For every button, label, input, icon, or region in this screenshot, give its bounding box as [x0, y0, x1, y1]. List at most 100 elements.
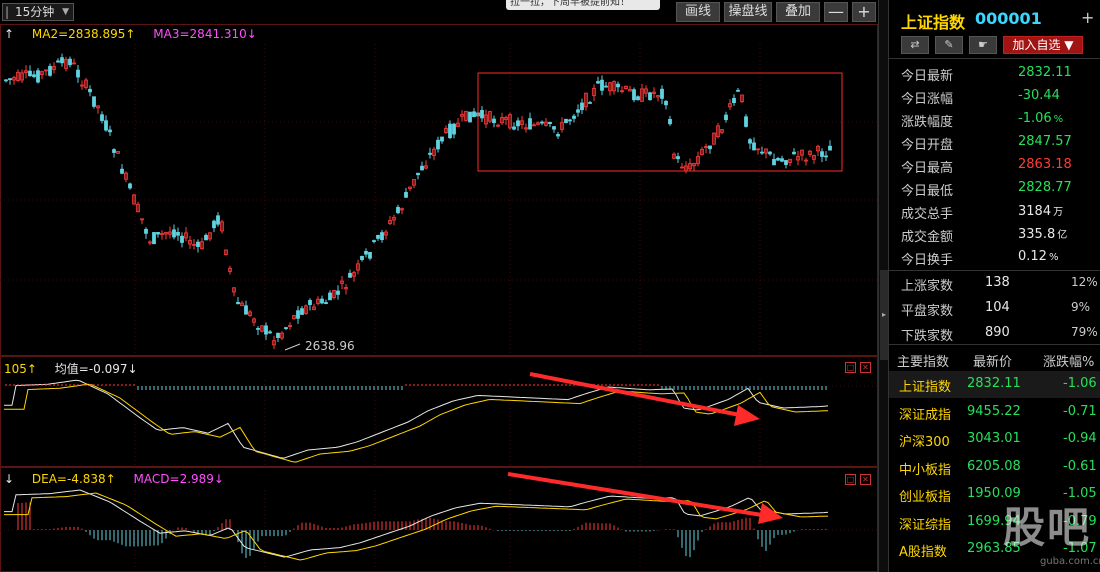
candle	[96, 105, 100, 114]
switch-button[interactable]: ⇄	[901, 36, 929, 54]
quote-row: 今日最高 2863.18	[889, 153, 1100, 176]
breadth-count: 104	[985, 300, 1010, 315]
index-row[interactable]: 深证综指 1699.94 -0.79	[889, 509, 1100, 536]
candle	[340, 275, 344, 290]
candle	[192, 239, 196, 250]
panel-splitter[interactable]: ▸	[878, 0, 888, 572]
chart-area[interactable]: | 15分钟 ▼ 拉一拉，下周早被提前知！ 画线 操盘线 叠加 — + ↑ MA…	[0, 0, 878, 572]
candle	[820, 148, 824, 163]
candle	[180, 232, 184, 248]
candle	[784, 159, 788, 169]
col-price: 最新价	[973, 355, 1013, 370]
index-row-name: 上证指数	[899, 380, 952, 395]
index-row[interactable]: 沪深300 3043.01 -0.94	[889, 426, 1100, 453]
candle	[392, 214, 396, 226]
add-watchlist-button[interactable]: 加入自选 ▼	[1003, 36, 1083, 54]
candle	[128, 182, 132, 190]
candle	[488, 110, 492, 124]
candle	[708, 145, 712, 154]
quote-value: -1.06%	[1018, 111, 1064, 126]
candle	[348, 269, 352, 278]
candle	[756, 148, 760, 155]
candle	[796, 150, 800, 166]
legend-ma2: MA2=2838.895↑	[31, 27, 136, 41]
zoom-out-button[interactable]: —	[824, 2, 848, 22]
index-row-price: 3043.01	[967, 431, 1021, 446]
candle	[236, 296, 240, 305]
macd-dea-line	[4, 492, 829, 561]
price-chart[interactable]: 2638.96	[0, 0, 878, 572]
expand-icon[interactable]: +	[1081, 8, 1095, 27]
hand-button[interactable]: ☛	[969, 36, 997, 54]
candle	[52, 62, 56, 74]
trade-line-button[interactable]: 操盘线	[724, 2, 772, 22]
index-row-price: 1950.09	[967, 486, 1021, 501]
candle	[276, 332, 280, 342]
candle	[604, 82, 608, 88]
candle	[272, 335, 276, 350]
indicator1-avg: 均值=-0.097↓	[54, 362, 138, 376]
candle	[456, 118, 460, 128]
quote-row: 今日涨幅 -30.44	[889, 84, 1100, 107]
index-row[interactable]: 创业板指 1950.09 -1.05	[889, 481, 1100, 508]
legend-arrow: ↑	[4, 27, 15, 41]
draw-line-button[interactable]: 画线	[676, 2, 720, 22]
quote-row: 今日开盘 2847.57	[889, 130, 1100, 153]
candle	[748, 138, 752, 150]
zoom-in-button[interactable]: +	[852, 2, 876, 22]
candle	[612, 80, 616, 95]
period-select[interactable]: | 15分钟 ▼	[2, 3, 74, 21]
panel2-close-icon[interactable]: ✕	[860, 474, 871, 485]
candle	[792, 148, 796, 155]
indicator1-line-white	[4, 379, 829, 459]
candle	[268, 329, 272, 334]
breadth-row: 上涨家数 138 12%	[889, 270, 1100, 295]
index-row-name: 创业板指	[899, 490, 952, 505]
candle	[776, 156, 780, 162]
panel1-restore-icon[interactable]: □	[845, 362, 856, 373]
tip-bubble[interactable]: 拉一拉，下周早被提前知！	[506, 0, 660, 10]
panel2-restore-icon[interactable]: □	[845, 474, 856, 485]
candle	[824, 151, 828, 162]
candle	[544, 118, 548, 127]
index-row[interactable]: 上证指数 2832.11 -1.06	[889, 371, 1100, 398]
legend-ma3: MA3=2841.310↓	[153, 27, 257, 41]
macd-dif-line	[4, 489, 829, 558]
candle	[116, 151, 120, 154]
candle	[412, 179, 416, 189]
candle	[24, 65, 28, 79]
candle	[616, 81, 620, 93]
candle	[304, 304, 308, 315]
candle	[316, 296, 320, 306]
quote-value: 335.8 亿	[1018, 227, 1068, 242]
candle	[144, 227, 148, 239]
candle	[32, 70, 36, 79]
collapse-handle-icon[interactable]: ▸	[880, 270, 888, 360]
quote-row: 今日换手 0.12%	[889, 245, 1100, 268]
candle	[60, 53, 64, 67]
candle	[88, 85, 92, 97]
candle	[132, 193, 136, 205]
candle	[368, 251, 372, 261]
candle	[224, 249, 228, 256]
index-row[interactable]: A股指数 2963.85 -1.07	[889, 536, 1100, 563]
candle	[496, 123, 500, 128]
panel1-close-icon[interactable]: ✕	[860, 362, 871, 373]
candle	[640, 83, 644, 102]
candle	[220, 219, 224, 234]
candle	[100, 111, 104, 124]
candle	[592, 84, 596, 101]
candle	[596, 76, 600, 84]
quote-row: 涨跌幅度 -1.06%	[889, 107, 1100, 130]
candle	[580, 98, 584, 114]
candle	[652, 87, 656, 99]
candle	[124, 171, 128, 183]
index-row-price: 2963.85	[967, 541, 1021, 556]
quote-row: 今日最新 2832.11	[889, 61, 1100, 84]
breadth-row: 下跌家数 890 79%	[889, 320, 1100, 345]
pen-button[interactable]: ✎	[935, 36, 963, 54]
index-row[interactable]: 深证成指 9455.22 -0.71	[889, 399, 1100, 426]
index-row[interactable]: 中小板指 6205.08 -0.61	[889, 454, 1100, 481]
overlay-button[interactable]: 叠加	[776, 2, 820, 22]
candle	[564, 118, 568, 124]
